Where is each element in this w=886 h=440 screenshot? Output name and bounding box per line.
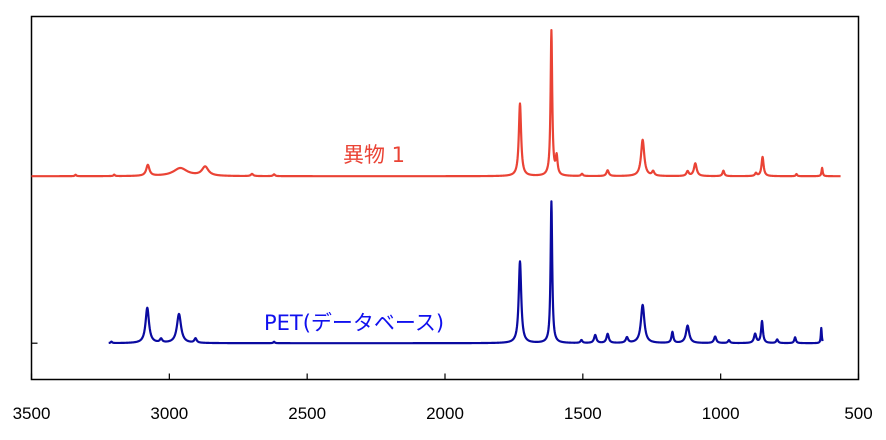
x-tick-label: 1500 <box>564 404 602 423</box>
series-line-pet-database <box>107 200 824 345</box>
plot-area <box>30 15 860 381</box>
x-tick-label: 1000 <box>702 404 740 423</box>
series-label-pet-database: PET(データベース) <box>264 311 444 335</box>
x-axis-tick-labels: 3500 3000 2500 2000 1500 1000 500 <box>13 404 873 423</box>
x-tick-label: 3000 <box>150 404 188 423</box>
x-tick-label: 2000 <box>426 404 464 423</box>
x-axis-ticks <box>30 373 860 380</box>
series-line-foreign-matter <box>30 28 842 178</box>
series-layer <box>30 28 842 345</box>
x-tick-label: 2500 <box>288 404 326 423</box>
x-tick-label: 500 <box>844 404 872 423</box>
x-tick-label: 3500 <box>13 404 51 423</box>
series-label-foreign-matter: 異物 1 <box>343 143 405 167</box>
